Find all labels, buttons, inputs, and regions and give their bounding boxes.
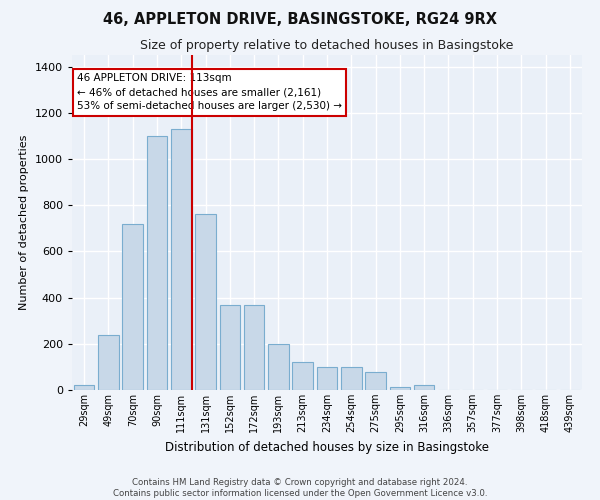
Text: 46 APPLETON DRIVE: 113sqm
← 46% of detached houses are smaller (2,161)
53% of se: 46 APPLETON DRIVE: 113sqm ← 46% of detac… (77, 74, 342, 112)
Bar (292, 362, 313, 390)
Bar (220, 304, 240, 390)
Bar (171, 129, 191, 390)
Bar (389, 386, 410, 390)
Bar (74, 386, 94, 390)
Bar (341, 367, 362, 390)
Bar (122, 224, 143, 390)
X-axis label: Distribution of detached houses by size in Basingstoke: Distribution of detached houses by size … (165, 440, 489, 454)
Bar (98, 334, 119, 390)
Text: Contains HM Land Registry data © Crown copyright and database right 2024.
Contai: Contains HM Land Registry data © Crown c… (113, 478, 487, 498)
Bar (146, 136, 167, 390)
Bar (195, 214, 216, 390)
Bar (365, 372, 386, 390)
Bar (244, 304, 265, 390)
Y-axis label: Number of detached properties: Number of detached properties (19, 135, 29, 310)
Bar (268, 344, 289, 390)
Bar (317, 367, 337, 390)
Title: Size of property relative to detached houses in Basingstoke: Size of property relative to detached ho… (140, 40, 514, 52)
Text: 46, APPLETON DRIVE, BASINGSTOKE, RG24 9RX: 46, APPLETON DRIVE, BASINGSTOKE, RG24 9R… (103, 12, 497, 28)
Bar (414, 386, 434, 390)
